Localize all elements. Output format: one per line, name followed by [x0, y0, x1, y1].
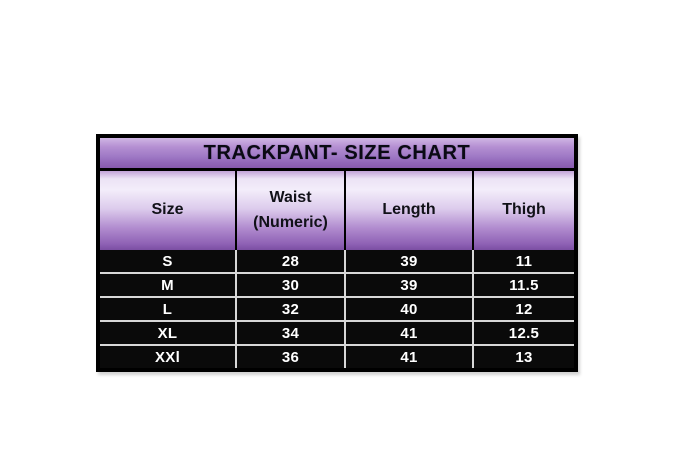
- cell-waist: 34: [237, 322, 344, 344]
- cell-waist: 28: [237, 250, 344, 272]
- cell-length: 39: [346, 274, 472, 296]
- cell-size: S: [100, 250, 235, 272]
- cell-waist: 32: [237, 298, 344, 320]
- cell-waist: 36: [237, 346, 344, 368]
- table-header-row: Size Waist (Numeric) Length Thigh: [100, 171, 574, 250]
- table-row: S 28 39 11: [100, 250, 574, 272]
- cell-size: L: [100, 298, 235, 320]
- cell-length: 41: [346, 322, 472, 344]
- cell-size: XXl: [100, 346, 235, 368]
- table-row: L 32 40 12: [100, 298, 574, 320]
- header-cell-size: Size: [100, 171, 235, 250]
- header-cell-thigh: Thigh: [474, 171, 574, 250]
- table-row: M 30 39 11.5: [100, 274, 574, 296]
- header-cell-waist: Waist (Numeric): [237, 171, 344, 250]
- cell-thigh: 12.5: [474, 322, 574, 344]
- table-body: S 28 39 11 M 30 39 11.5 L 32 40 12 XL 34…: [100, 250, 574, 368]
- cell-size: M: [100, 274, 235, 296]
- size-chart-title: TRACKPANT- SIZE CHART: [100, 138, 574, 171]
- cell-thigh: 11: [474, 250, 574, 272]
- size-chart-table: TRACKPANT- SIZE CHART Size Waist (Numeri…: [96, 134, 578, 372]
- header-cell-length: Length: [346, 171, 472, 250]
- cell-length: 40: [346, 298, 472, 320]
- cell-length: 39: [346, 250, 472, 272]
- cell-thigh: 13: [474, 346, 574, 368]
- cell-thigh: 11.5: [474, 274, 574, 296]
- table-row: XXl 36 41 13: [100, 346, 574, 368]
- cell-thigh: 12: [474, 298, 574, 320]
- cell-size: XL: [100, 322, 235, 344]
- table-row: XL 34 41 12.5: [100, 322, 574, 344]
- cell-length: 41: [346, 346, 472, 368]
- cell-waist: 30: [237, 274, 344, 296]
